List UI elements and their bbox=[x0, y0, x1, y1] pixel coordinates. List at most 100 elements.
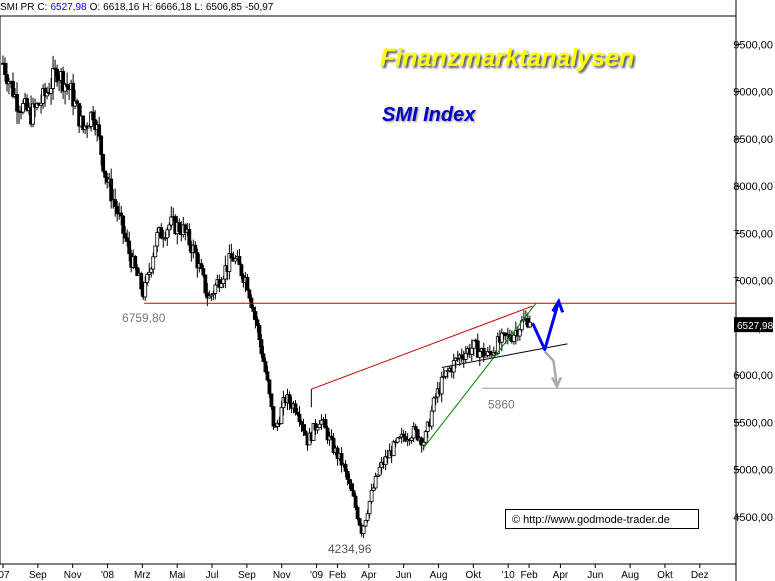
candle-body bbox=[203, 274, 208, 294]
candle-body bbox=[49, 87, 53, 94]
candle-body bbox=[195, 252, 200, 269]
candle-body bbox=[119, 212, 124, 217]
candle-body bbox=[15, 94, 19, 112]
candle-body bbox=[287, 394, 292, 404]
candle-body bbox=[263, 361, 268, 373]
x-tick-label: Okt bbox=[466, 570, 482, 581]
candle-body bbox=[469, 347, 474, 355]
candle-body bbox=[51, 67, 55, 89]
plot-frame bbox=[0, 15, 737, 565]
open-value: 6618,16 bbox=[103, 2, 140, 13]
close-label: C: bbox=[37, 2, 48, 13]
x-tick-label: Mrz bbox=[134, 570, 151, 581]
candle-body bbox=[257, 325, 262, 341]
candle-body bbox=[313, 423, 318, 431]
high-label: H: bbox=[142, 2, 153, 13]
x-tick-label: '10 bbox=[502, 570, 515, 581]
candle-body bbox=[75, 100, 80, 104]
candle-body bbox=[169, 216, 174, 226]
candle-body bbox=[343, 463, 348, 472]
candle-body bbox=[247, 289, 252, 299]
candle-body bbox=[487, 350, 492, 353]
candle-body bbox=[331, 437, 336, 453]
candle-body bbox=[499, 332, 504, 343]
candle-body bbox=[377, 466, 382, 476]
y-tick-label: 8000,00 bbox=[733, 181, 773, 193]
x-tick-label: Sep bbox=[238, 570, 256, 581]
candle-body bbox=[365, 513, 370, 521]
candle-body bbox=[403, 436, 408, 442]
copyright-box[interactable]: © http://www.godmode-trader.de bbox=[505, 509, 699, 529]
candle-body bbox=[233, 258, 238, 262]
candle-body bbox=[39, 102, 43, 106]
candle-body bbox=[375, 474, 380, 477]
candle-body bbox=[63, 83, 68, 92]
candle-body bbox=[495, 336, 500, 355]
candle-body bbox=[101, 154, 106, 172]
candle-body bbox=[223, 265, 228, 280]
candle-body bbox=[237, 256, 242, 266]
candle-body bbox=[159, 227, 164, 239]
candle-body bbox=[65, 83, 70, 88]
y-tick-label: 7000,00 bbox=[733, 276, 773, 288]
candle-body bbox=[187, 229, 192, 246]
x-tick-label: Sep bbox=[29, 570, 47, 581]
candle-body bbox=[481, 348, 486, 358]
candle-body bbox=[451, 360, 456, 373]
candle-body bbox=[395, 437, 400, 443]
candle-body bbox=[115, 206, 120, 215]
candle-body bbox=[227, 253, 232, 272]
candle-body bbox=[369, 490, 374, 502]
candle-body bbox=[339, 452, 344, 466]
candle-body bbox=[475, 340, 480, 358]
candle-body bbox=[255, 319, 260, 326]
candle-body bbox=[245, 277, 250, 291]
projection-up-path bbox=[531, 300, 561, 352]
candle-body bbox=[97, 124, 102, 137]
candle-body bbox=[113, 199, 118, 207]
candle-body bbox=[167, 224, 172, 231]
x-tick-label: Jul bbox=[206, 570, 219, 581]
candle-body bbox=[143, 282, 148, 298]
candle-body bbox=[45, 92, 49, 97]
candle-body bbox=[5, 74, 9, 85]
candle-body bbox=[219, 283, 224, 288]
candle-body bbox=[251, 307, 256, 312]
candle-body bbox=[55, 68, 59, 83]
candle-body bbox=[293, 403, 298, 413]
candle-body bbox=[21, 103, 25, 113]
candle-body bbox=[267, 379, 272, 395]
last-price-tag bbox=[734, 317, 773, 333]
candle-body bbox=[371, 487, 376, 491]
y-tick-label: 7500,00 bbox=[733, 228, 773, 240]
candle-body bbox=[485, 350, 490, 356]
candle-body bbox=[3, 63, 7, 75]
x-tick-label: Nov bbox=[64, 570, 82, 581]
candle-body bbox=[149, 268, 154, 273]
x-tick-label: Mai bbox=[169, 570, 185, 581]
candle-body bbox=[425, 421, 430, 432]
candle-body bbox=[423, 431, 428, 443]
y-tick-label: 9000,00 bbox=[733, 87, 773, 99]
x-tick-label: Feb bbox=[520, 570, 538, 581]
y-tick-label: 4500,00 bbox=[733, 512, 773, 524]
candle-body bbox=[373, 476, 378, 489]
y-tick-label: 8500,00 bbox=[733, 134, 773, 146]
candle-body bbox=[259, 339, 264, 355]
projection-up-arrowhead bbox=[551, 297, 565, 313]
x-tick-label: '09 bbox=[310, 570, 323, 581]
candle-body bbox=[345, 470, 350, 480]
candle-body bbox=[349, 483, 354, 492]
candle-body bbox=[415, 429, 420, 441]
candle-body bbox=[145, 273, 150, 283]
candle-body bbox=[353, 495, 358, 508]
last-price-label: 6527,98 bbox=[737, 321, 774, 332]
candle-body bbox=[87, 126, 92, 129]
candle-body bbox=[463, 352, 468, 360]
candle-body bbox=[265, 371, 270, 381]
candle-body bbox=[433, 396, 438, 399]
close-value: 6527,98 bbox=[50, 2, 87, 13]
x-tick-label: '07 bbox=[0, 570, 10, 581]
projection-down-path bbox=[543, 350, 559, 387]
